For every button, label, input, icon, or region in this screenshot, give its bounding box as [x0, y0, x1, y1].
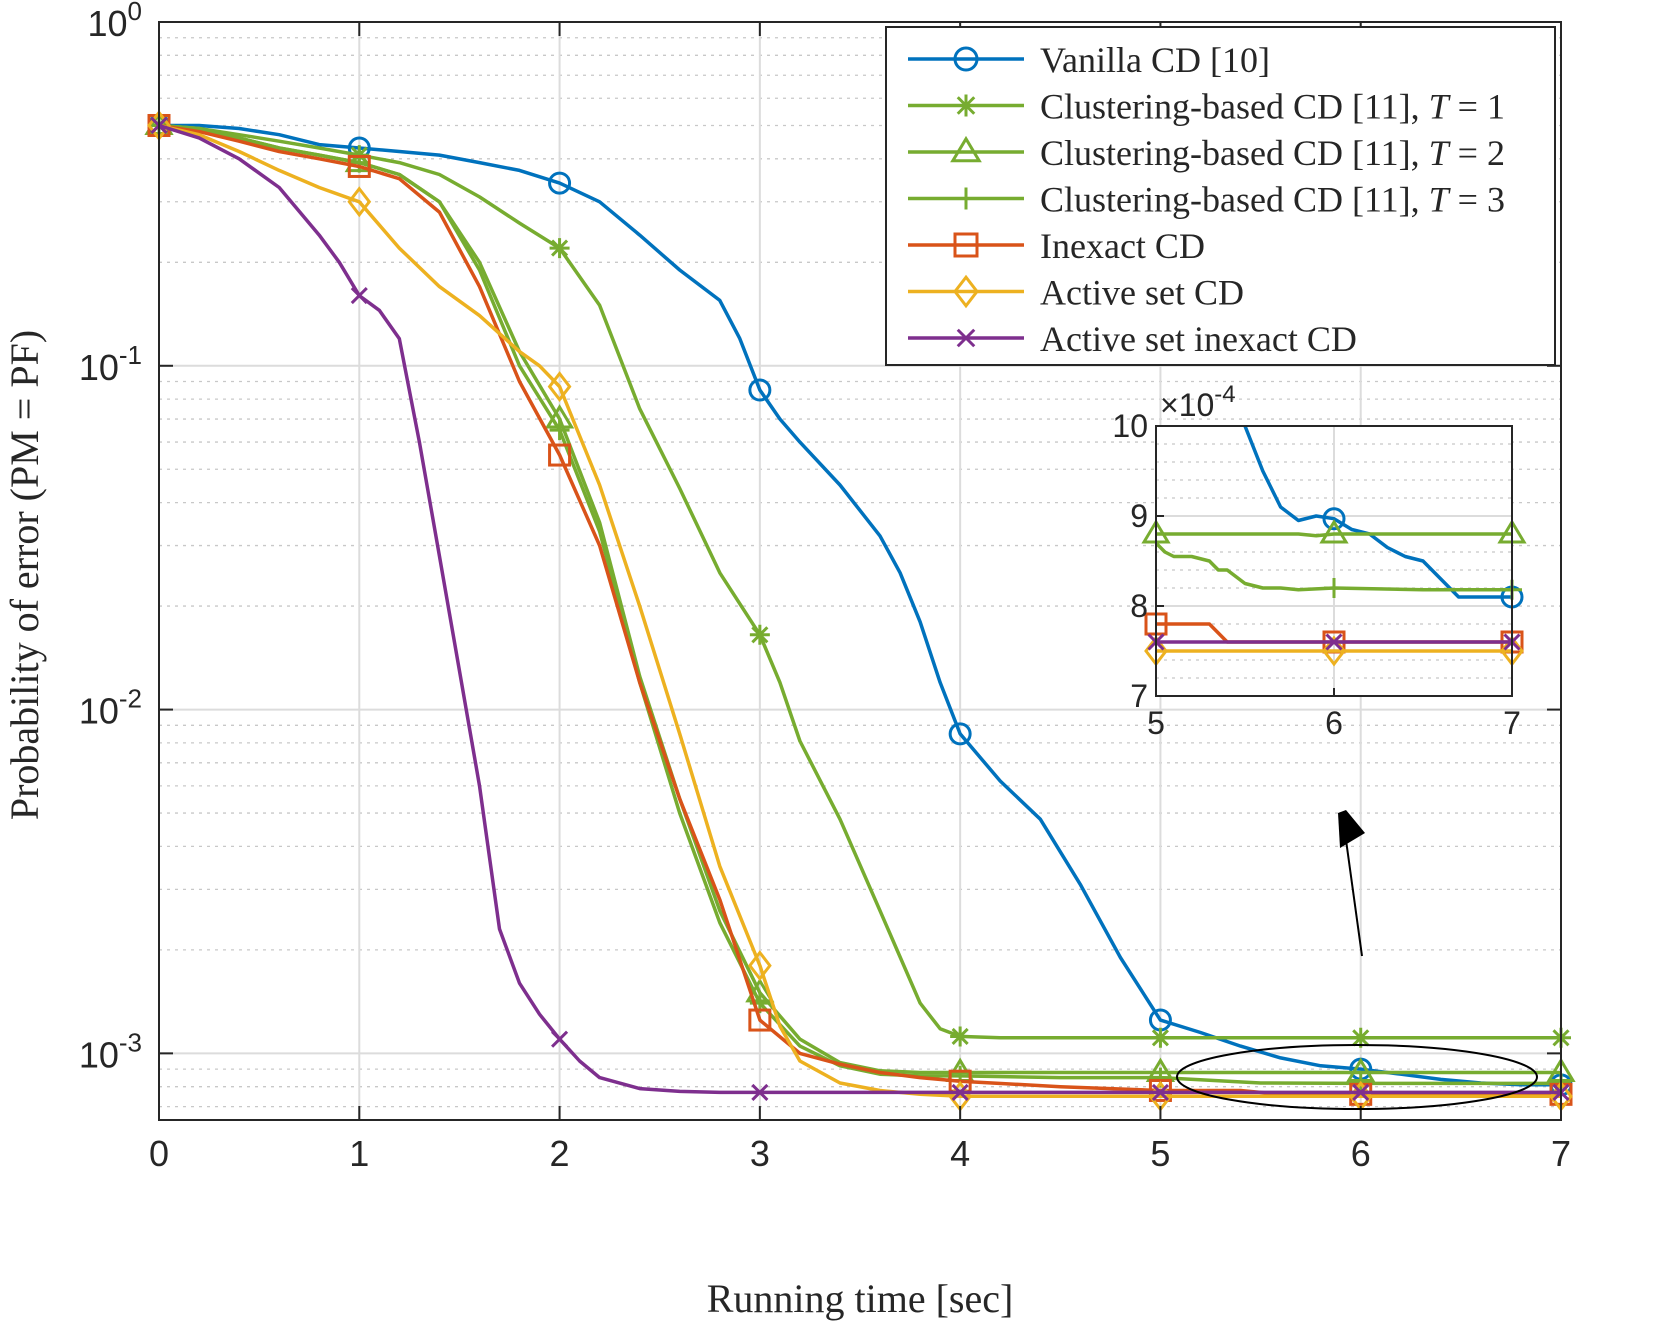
legend-marker [953, 46, 979, 72]
x-tick-label: 2 [550, 1133, 570, 1174]
legend-entry: Clustering-based CD [11], T = 2 [908, 133, 1505, 173]
data-point-marker [347, 154, 371, 178]
legend-box [885, 26, 1556, 366]
series-line [159, 123, 1561, 1087]
legend-marker [956, 328, 976, 348]
legend-marker [955, 187, 977, 210]
data-point-marker [1148, 1078, 1172, 1102]
data-point-marker [951, 1083, 969, 1101]
inset-y-tick-label: 10 [1112, 408, 1148, 444]
legend-label: Active set CD [1040, 273, 1244, 313]
x-tick-label: 1 [349, 1133, 369, 1174]
x-tick-label: 7 [1551, 1133, 1571, 1174]
legend-entry: Active set CD [908, 273, 1244, 313]
inset-data-point-marker [1325, 633, 1343, 651]
data-point-marker [748, 1008, 772, 1032]
data-point-marker [1150, 1027, 1171, 1048]
inset-y-tick-label: 7 [1130, 678, 1148, 714]
inset-y-multiplier: ×10-4 [1160, 381, 1236, 423]
legend-entry: Clustering-based CD [11], T = 3 [908, 180, 1505, 220]
legend-marker [953, 274, 979, 309]
data-point-marker [948, 722, 972, 746]
inset-data-point-marker [1319, 519, 1349, 544]
inset-series-line [1156, 532, 1512, 538]
legend-label: Clustering-based CD [11], T = 1 [1040, 87, 1505, 127]
data-point-marker [548, 171, 572, 195]
data-point-marker [350, 287, 368, 305]
main-series [144, 110, 1576, 1112]
data-point-marker [549, 420, 570, 441]
main-plot-frame [158, 21, 1562, 1121]
legend-label: Clustering-based CD [11], T = 3 [1040, 180, 1505, 220]
data-point-marker [1352, 1083, 1370, 1101]
data-point-marker [549, 238, 570, 259]
inset-data-point-marker [1324, 578, 1344, 598]
legend-label: Clustering-based CD [11], T = 2 [1040, 133, 1505, 173]
inset-x-tick-label: 6 [1325, 705, 1343, 741]
zoom-arrow [1338, 810, 1365, 957]
inset-zoom-plot: 5 6 7 7 8 9 10 ×10-4 [1112, 381, 1527, 741]
x-tick-label: 4 [950, 1133, 970, 1174]
inset-y-tick-label: 8 [1130, 588, 1148, 624]
inset-x-tick-label: 7 [1503, 705, 1521, 741]
legend-label: Vanilla CD [10] [1040, 40, 1270, 80]
legend-marker [953, 232, 979, 258]
data-point-marker [950, 1026, 971, 1047]
y-tick-label: 10-1 [79, 340, 142, 388]
inset-x-tick-label: 5 [1147, 705, 1165, 741]
data-point-marker [551, 1030, 569, 1048]
legend-label: Inexact CD [1040, 226, 1205, 266]
legend-entry: Inexact CD [908, 226, 1205, 266]
data-point-marker [747, 950, 772, 982]
series-line [158, 123, 1561, 1097]
inset-data-point-marker [1322, 507, 1346, 531]
series-line [158, 123, 1561, 1099]
inset-series-line [1243, 425, 1512, 599]
data-point-marker [751, 1083, 769, 1101]
x-tick-label: 6 [1351, 1133, 1371, 1174]
series-line [158, 123, 1561, 1095]
data-point-marker [548, 443, 572, 467]
data-point-marker [1350, 1027, 1371, 1048]
x-tick-label: 5 [1150, 1133, 1170, 1174]
legend-entry: Vanilla CD [10] [908, 40, 1270, 80]
y-axis-label: Probability of error (PM = PF) [2, 330, 47, 820]
legend: Vanilla CD [10] Clustering-based CD [11],… [885, 26, 1556, 366]
legend-label: Active set inexact CD [1040, 319, 1357, 359]
data-point-marker [748, 378, 772, 402]
inset-y-tick-label: 9 [1130, 498, 1148, 534]
series-line [158, 123, 1561, 1086]
data-point-marker [347, 186, 372, 218]
y-tick-label: 10-3 [79, 1027, 142, 1075]
inset-axis-ticks: 5 6 7 7 8 9 10 ×10-4 [1112, 381, 1520, 741]
x-axis-label: Running time [sec] [707, 1276, 1014, 1321]
x-tick-label: 0 [149, 1133, 169, 1174]
data-point-marker [547, 371, 572, 403]
y-tick-label: 10-2 [79, 684, 142, 732]
y-tick-label: 100 [87, 0, 142, 44]
data-point-marker [1151, 1083, 1169, 1101]
zoom-region-ellipse [1176, 1044, 1538, 1110]
legend-marker [955, 94, 977, 117]
legend-entry: Clustering-based CD [11], T = 1 [908, 87, 1505, 127]
data-point-marker [749, 624, 770, 645]
legend-entry: Active set inexact CD [908, 319, 1357, 359]
legend-marker [950, 135, 982, 163]
zoom-arrow-head [1338, 810, 1365, 848]
x-tick-label: 3 [750, 1133, 770, 1174]
